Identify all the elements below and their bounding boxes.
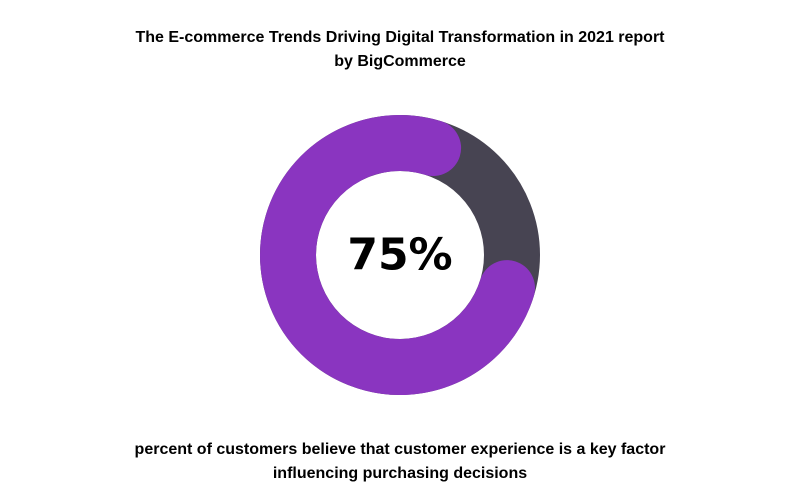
donut-chart: 75% xyxy=(260,115,540,395)
donut-slice-main xyxy=(260,115,535,395)
chart-caption-line-1: percent of customers believe that custom… xyxy=(134,441,666,458)
chart-title-line-2: by BigCommerce xyxy=(334,53,466,70)
chart-title: The E-commerce Trends Driving Digital Tr… xyxy=(60,26,740,74)
chart-caption: percent of customers believe that custom… xyxy=(60,438,740,486)
chart-caption-line-2: influencing purchasing decisions xyxy=(272,465,528,482)
donut-center-value: 75% xyxy=(347,230,452,281)
chart-title-line-1: The E-commerce Trends Driving Digital Tr… xyxy=(135,29,665,46)
